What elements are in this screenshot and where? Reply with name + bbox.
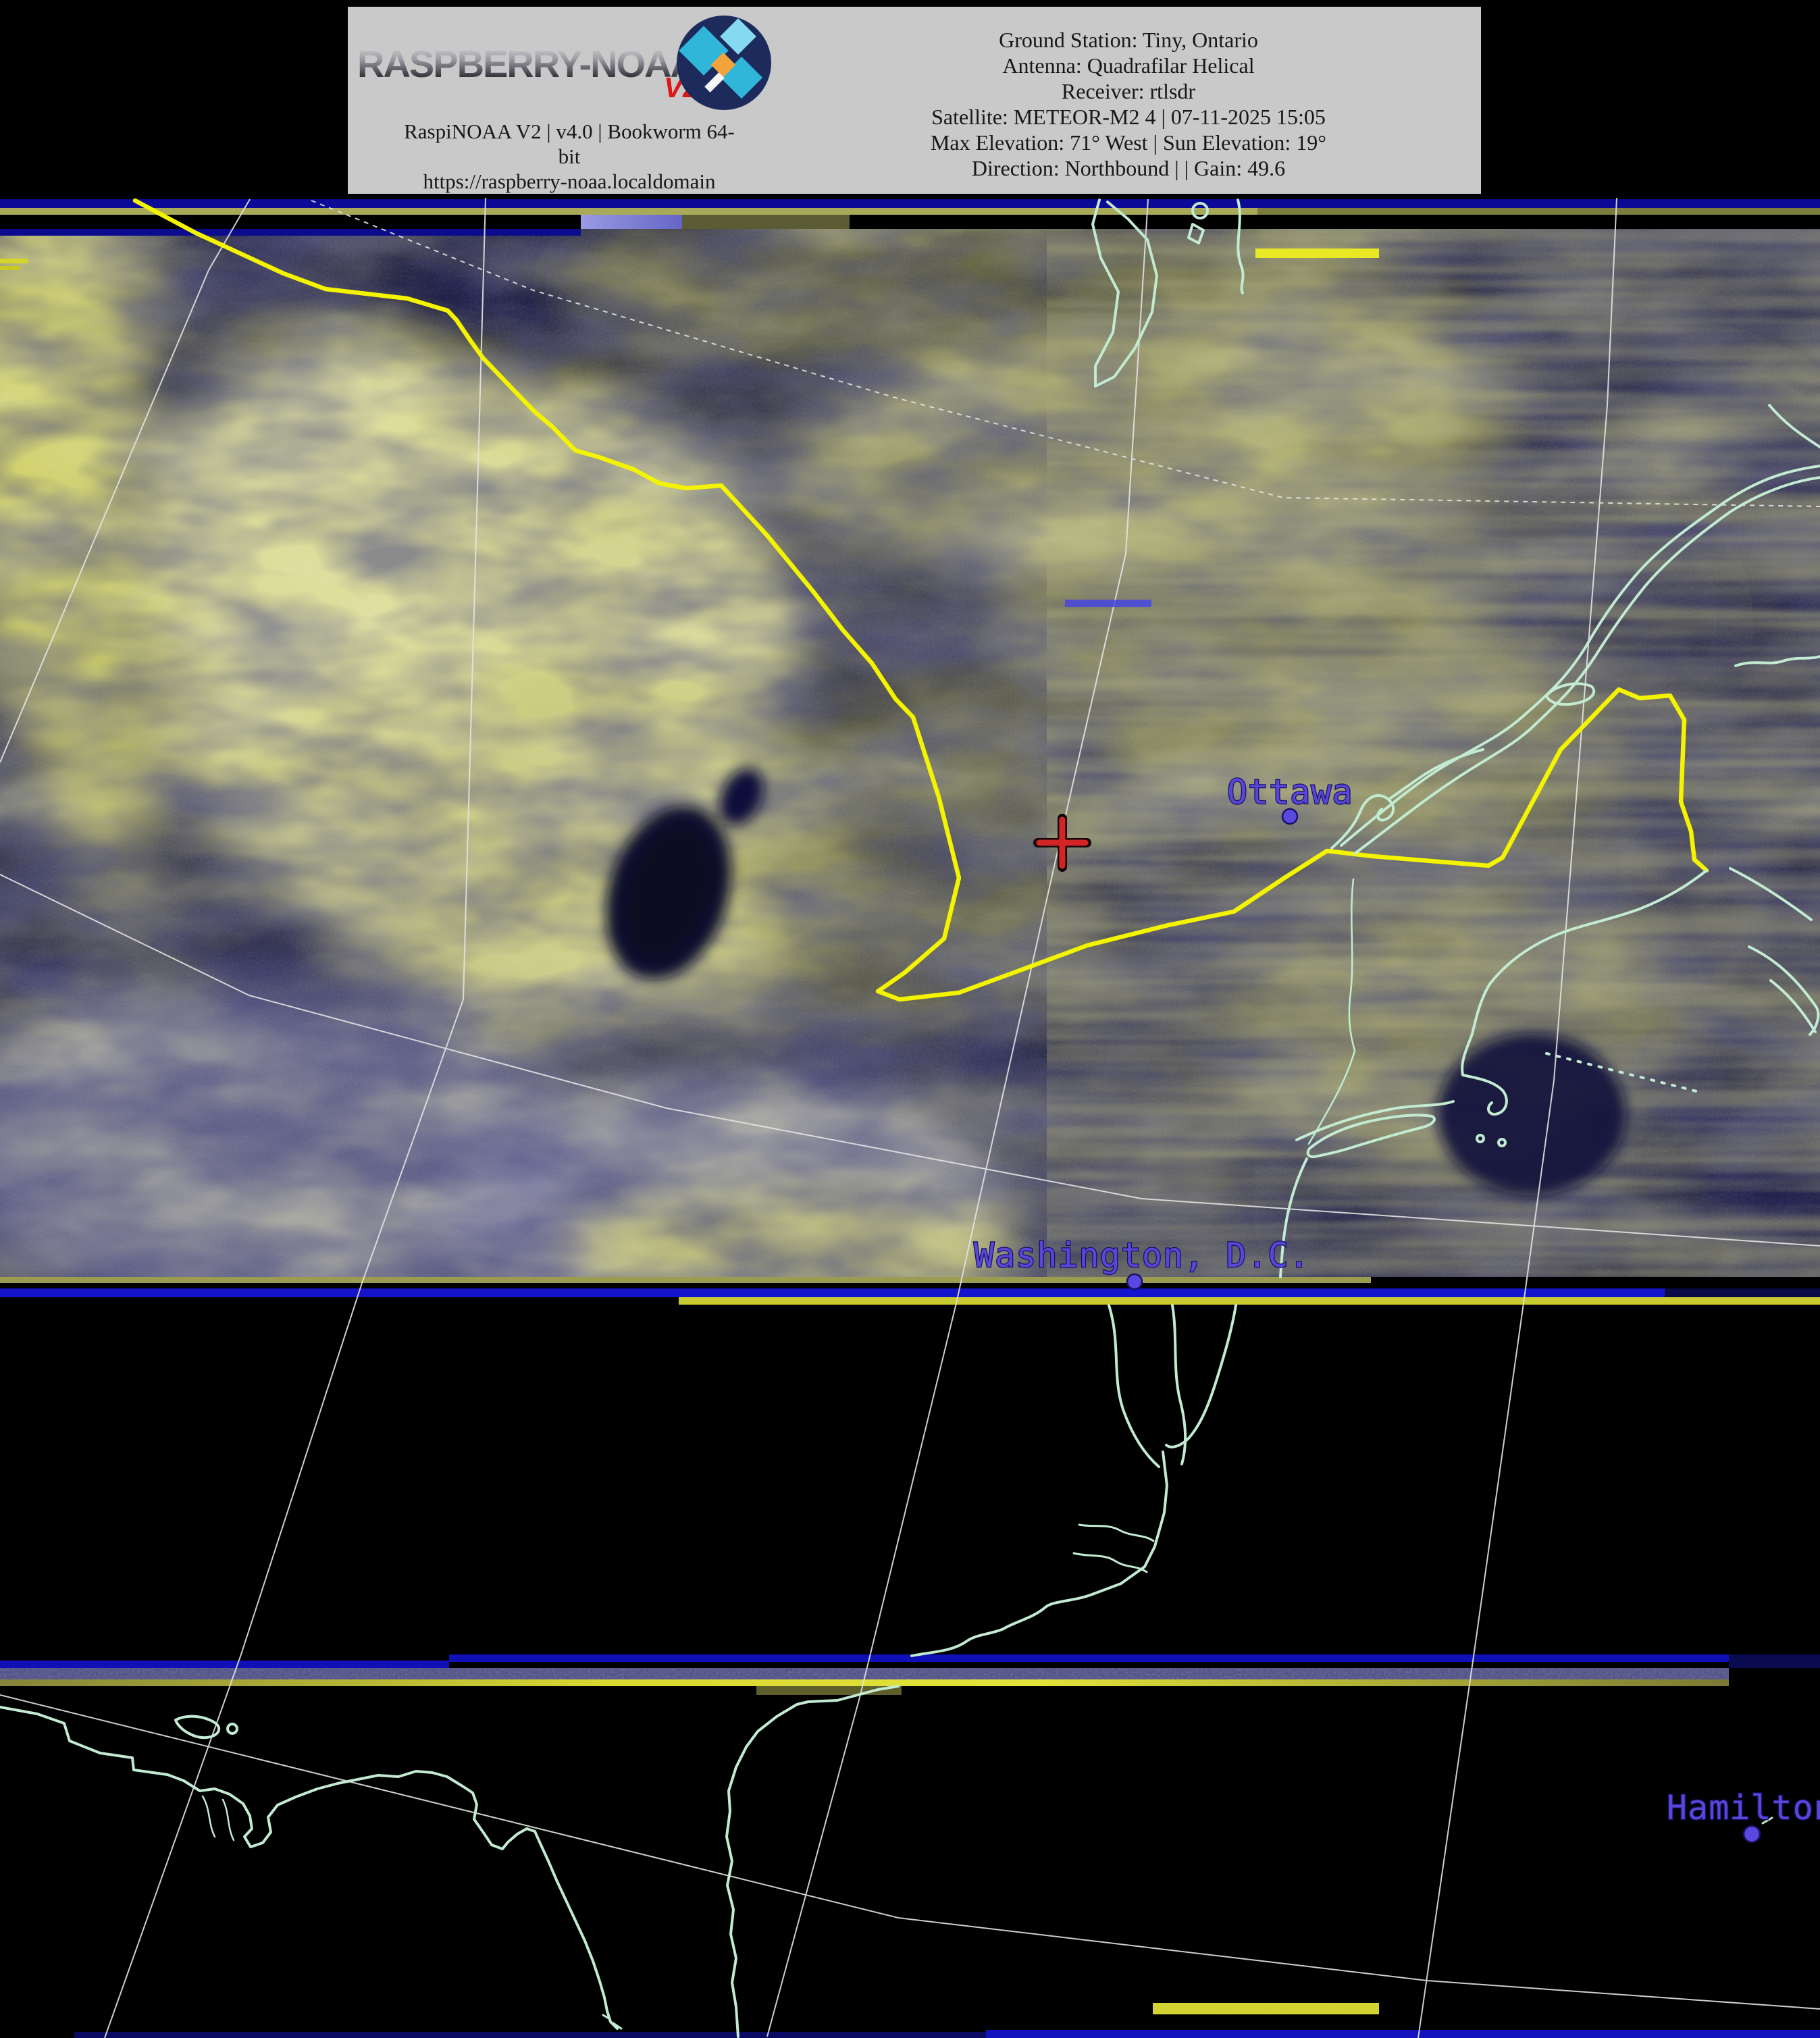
chaleur-bay-coast [1734, 404, 1820, 667]
mississippi-delta-channels [201, 1795, 235, 1841]
direction-gain-line: Direction: Northbound | | Gain: 49.6 [971, 156, 1286, 180]
nova-scotia-coast [1748, 945, 1820, 1036]
chesapeake-west-shore [1108, 1304, 1160, 1468]
island-outline [1497, 1138, 1507, 1147]
coastline-overlay [0, 199, 1820, 2038]
city-label-hamilton: Hamilton [1667, 1788, 1820, 1827]
southeast-atlantic-coast [725, 1685, 900, 2038]
georgian-bay-coast [1091, 199, 1158, 388]
meridian-line [1418, 197, 1617, 2038]
pamlico-sound-lines [1072, 1523, 1155, 1573]
ground-station-cross-marker [1036, 816, 1089, 869]
lake-simcoe-coast [1237, 199, 1245, 294]
version-line: RaspiNOAA V2 | v4.0 | Bookworm 64- [404, 120, 735, 143]
small-lake-outline [1191, 202, 1209, 219]
telemetry-glitch-top [0, 192, 1820, 270]
city-dot-washington-dc [1126, 1273, 1143, 1290]
lake-dark-blob [605, 768, 1626, 1195]
capture-metadata-block: Ground Station: Tiny, Ontario Antenna: Q… [811, 27, 1446, 181]
station-info-banner: RASPBERRY-NOAA V2 RaspiNOAA V2 | v4.0 | … [348, 7, 1481, 194]
carolina-coast [910, 1592, 1095, 1657]
city-dot-hamilton [1742, 1825, 1761, 1844]
city-label-washington-dc: Washington, D.C. [974, 1236, 1310, 1275]
parallel-line [311, 200, 1820, 507]
st-lawrence-north-shore [1340, 465, 1820, 847]
elevation-line: Max Elevation: 71° West | Sun Elevation:… [930, 130, 1327, 155]
bay-of-fundy-coast [1729, 867, 1813, 921]
small-lake-outline [1187, 223, 1205, 244]
virginia-outer-banks [1093, 1451, 1168, 1595]
ottawa-river [1330, 748, 1484, 850]
new-england-coast [1461, 869, 1708, 1116]
telemetry-glitch-lower [0, 1654, 1820, 1695]
city-label-ottawa: Ottawa [1227, 773, 1353, 812]
st-lawrence-south-shore [1353, 476, 1820, 855]
satellite-line: Satellite: METEOR-M2 4 | 07-11-2025 15:0… [931, 105, 1326, 129]
us-canada-border-line [132, 198, 1709, 1002]
chesapeake-east-shore [1171, 1304, 1187, 1465]
ground-station-line: Ground Station: Tiny, Ontario [999, 28, 1258, 52]
delmarva-atlantic-shore [1165, 1304, 1237, 1448]
champlain-hudson-line [1307, 878, 1356, 1145]
montreal-island-outline [1545, 682, 1596, 706]
map-annotations: Ottawa Washington, D.C. Hamilton [973, 600, 1820, 1844]
parallel-line [0, 874, 1820, 1247]
receiver-line: Receiver: rtlsdr [1061, 79, 1196, 103]
new-jersey-coast [1279, 1157, 1308, 1278]
florida-keys [602, 2014, 623, 2030]
bermuda-island-mark [1761, 1817, 1773, 1825]
satellite-data-band [0, 198, 1820, 1283]
small-lake-outline [226, 1723, 238, 1735]
meridian-line [0, 199, 251, 763]
parallel-line [0, 1694, 1820, 2010]
telemetry-glitch-bottom [74, 2003, 1820, 2038]
maine-islands-dotted [1545, 1052, 1703, 1094]
antenna-line: Antenna: Quadrafilar Helical [1002, 53, 1255, 78]
version-line-wrap: bit [558, 145, 581, 168]
connecticut-shore [1295, 1100, 1455, 1141]
telemetry-glitch-middle [0, 1277, 1820, 1305]
lake-pontchartrain-outline [174, 1715, 221, 1740]
yellow-glitch-bar [1255, 249, 1379, 258]
station-url: https://raspberry-noaa.localdomain [423, 169, 716, 193]
blue-glitch-dash [1065, 600, 1151, 607]
raspberry-noaa-satellite-icon [677, 16, 771, 110]
island-outline [1476, 1134, 1485, 1143]
raspberry-noaa-logo-text: RASPBERRY-NOAA [357, 43, 698, 85]
software-version-block: RaspiNOAA V2 | v4.0 | Bookworm 64- bit h… [353, 119, 785, 194]
gulf-coast [0, 1706, 619, 2030]
long-island-outline [1306, 1114, 1436, 1159]
city-dot-ottawa [1281, 808, 1299, 825]
meridian-line [104, 197, 486, 2038]
logo-diamond-white [704, 72, 725, 93]
